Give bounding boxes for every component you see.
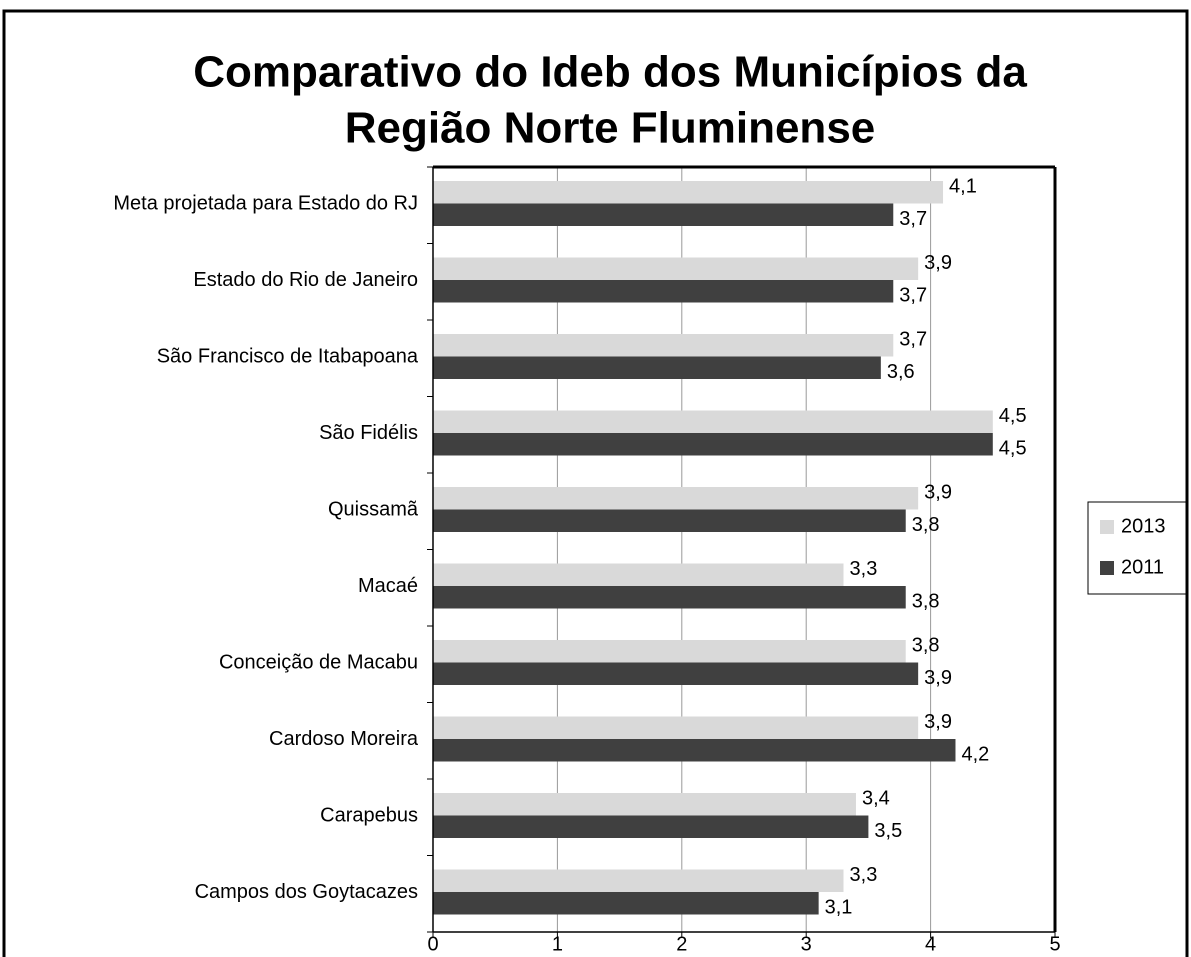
- y-tick-label: Estado do Rio de Janeiro: [193, 269, 418, 291]
- bar: [433, 563, 844, 586]
- chart-title: Região Norte Fluminense: [345, 104, 876, 153]
- x-tick-label: 3: [801, 933, 812, 955]
- y-tick-label: São Fidélis: [319, 422, 418, 444]
- x-tick-label: 4: [925, 933, 936, 955]
- value-label: 3,3: [850, 558, 878, 580]
- value-label: 3,7: [899, 329, 927, 351]
- bar: [433, 509, 906, 532]
- bar: [433, 280, 894, 303]
- value-label: 3,6: [887, 361, 915, 383]
- bar: [433, 356, 881, 379]
- bar: [433, 410, 993, 433]
- bar: [433, 640, 906, 663]
- y-tick-label: São Francisco de Itabapoana: [157, 346, 419, 368]
- value-label: 3,4: [862, 788, 890, 810]
- y-tick-label: Quissamã: [328, 499, 419, 521]
- bar: [433, 716, 919, 739]
- bar: [433, 892, 819, 915]
- value-label: 3,8: [912, 591, 940, 613]
- value-label: 3,9: [924, 711, 952, 733]
- bar: [433, 487, 919, 510]
- bar: [433, 662, 919, 685]
- bar: [433, 433, 993, 456]
- bar: [433, 181, 944, 204]
- bar: [433, 257, 919, 280]
- value-label: 3,8: [912, 635, 940, 657]
- value-label: 3,8: [912, 514, 940, 536]
- bar: [433, 869, 844, 892]
- legend-swatch: [1100, 520, 1114, 534]
- value-label: 3,5: [874, 820, 902, 842]
- legend-swatch: [1100, 561, 1114, 575]
- x-tick-label: 1: [552, 933, 563, 955]
- x-tick-label: 5: [1049, 933, 1060, 955]
- value-label: 4,2: [961, 744, 989, 766]
- value-label: 4,5: [999, 405, 1027, 427]
- x-tick-label: 2: [676, 933, 687, 955]
- y-tick-label: Campos dos Goytacazes: [195, 881, 418, 903]
- value-label: 3,9: [924, 252, 952, 274]
- y-tick-label: Macaé: [358, 575, 418, 597]
- value-label: 3,1: [825, 897, 853, 919]
- value-label: 4,5: [999, 438, 1027, 460]
- chart-title: Comparativo do Ideb dos Municípios da: [193, 48, 1027, 97]
- bar: [433, 203, 894, 226]
- value-label: 3,7: [899, 208, 927, 230]
- legend-label: 2013: [1121, 515, 1166, 537]
- bar: [433, 334, 894, 357]
- bar: [433, 739, 956, 762]
- legend-box: [1087, 501, 1187, 595]
- value-label: 4,1: [949, 176, 977, 198]
- value-label: 3,9: [924, 482, 952, 504]
- value-label: 3,9: [924, 667, 952, 689]
- value-label: 3,3: [850, 864, 878, 886]
- y-tick-label: Carapebus: [320, 805, 418, 827]
- bar: [433, 586, 906, 609]
- x-tick-label: 0: [427, 933, 438, 955]
- legend-label: 2011: [1121, 556, 1164, 578]
- y-tick-label: Meta projetada para Estado do RJ: [113, 193, 418, 215]
- y-tick-label: Conceição de Macabu: [219, 652, 418, 674]
- y-tick-label: Cardoso Moreira: [269, 728, 419, 750]
- chart-border: [2, 9, 1189, 957]
- value-label: 3,7: [899, 285, 927, 307]
- bar: [433, 815, 869, 838]
- bar: [433, 793, 856, 816]
